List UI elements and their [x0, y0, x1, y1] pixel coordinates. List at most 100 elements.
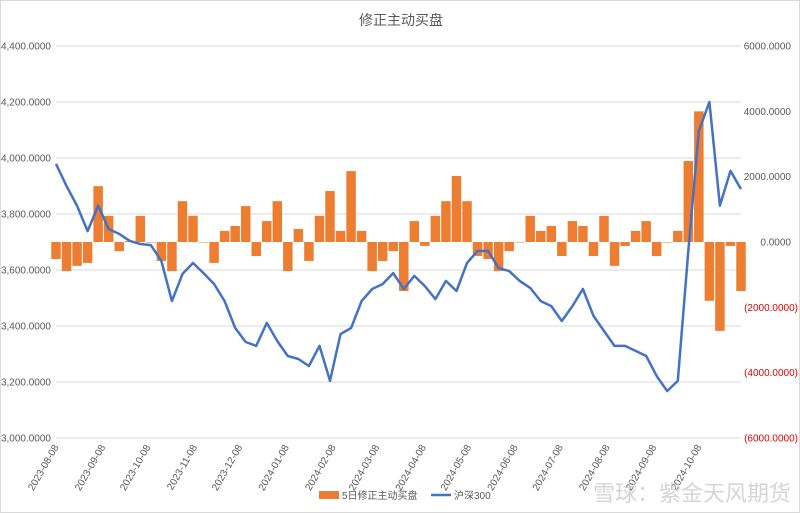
bar — [514, 242, 525, 243]
y-axis-left: 3,000.0000 3,200.0000 3,400.0000 3,600.0000… — [1, 42, 51, 445]
bar — [82, 242, 93, 263]
bar — [673, 230, 683, 242]
line-series-hs300 — [54, 100, 743, 393]
bar — [209, 242, 219, 263]
y-right-tick-label: 2000.0000 — [744, 172, 792, 183]
bar — [451, 176, 462, 242]
legend: 5日修正主动买盘 沪深300 — [319, 489, 491, 502]
bar — [736, 242, 746, 291]
bar — [651, 242, 662, 257]
y-right-tick-label: (6000.0000) — [744, 434, 798, 445]
legend-label-bar: 5日修正主动买盘 — [342, 489, 418, 502]
bar — [230, 225, 240, 242]
bar — [620, 242, 630, 246]
x-tick-label: 2023-11-08 — [165, 443, 200, 493]
y-left-tick-label: 4,200.0000 — [1, 98, 51, 109]
x-tick-label: 2024-06-08 — [486, 443, 521, 493]
bar — [525, 215, 535, 242]
x-tick-label: 2023-12-08 — [210, 443, 245, 493]
x-tick-label: 2024-03-08 — [347, 443, 382, 493]
bar — [441, 201, 451, 242]
chart-title: 修正主动买盘 — [359, 12, 443, 28]
x-tick-label: 2024-04-08 — [394, 443, 429, 493]
bar — [399, 242, 409, 291]
bar — [167, 242, 177, 272]
bar — [462, 201, 472, 242]
y-left-tick-label: 4,000.0000 — [1, 154, 51, 165]
bar — [240, 206, 251, 242]
y-left-tick-label: 3,200.0000 — [1, 378, 51, 389]
bar — [388, 242, 398, 252]
bar — [609, 242, 620, 266]
bar — [504, 242, 514, 252]
bar — [377, 242, 388, 261]
bar — [536, 230, 546, 242]
bar — [588, 242, 599, 257]
bar — [177, 201, 188, 242]
bar — [557, 242, 567, 257]
bar — [51, 242, 61, 259]
bar — [356, 230, 367, 242]
bar — [219, 230, 230, 242]
bar — [599, 215, 609, 242]
bar — [725, 242, 736, 246]
y-axis-right: (6000.0000) (4000.0000) (2000.0000) 0.0000 2… — [744, 42, 798, 445]
y-right-tick-label: (4000.0000) — [744, 368, 798, 379]
bar — [683, 160, 694, 242]
bar — [156, 242, 167, 261]
bar — [188, 215, 198, 242]
bar — [293, 228, 304, 242]
bar — [346, 171, 356, 242]
y-left-tick-label: 3,800.0000 — [1, 210, 51, 221]
y-left-tick-label: 4,400.0000 — [1, 42, 51, 53]
bar — [114, 242, 124, 252]
bar-series-5day-buy — [51, 111, 746, 331]
y-right-tick-label: 0.0000 — [760, 238, 791, 249]
bar — [704, 242, 715, 301]
bar — [662, 242, 672, 243]
x-tick-label: 2024-01-08 — [257, 443, 292, 493]
bar — [198, 242, 209, 243]
bar — [546, 225, 557, 242]
y-right-tick-label: 6000.0000 — [744, 42, 792, 53]
line-hs300 — [54, 100, 743, 393]
x-tick-label: 2024-05-08 — [439, 443, 474, 493]
y-left-tick-label: 3,600.0000 — [1, 266, 51, 277]
x-tick-label: 2023-10-08 — [118, 443, 153, 493]
y-left-tick-label: 3,400.0000 — [1, 322, 51, 333]
x-tick-label: 2023-08-08 — [26, 443, 61, 493]
x-tick-label: 2023-09-08 — [73, 443, 108, 493]
bar — [272, 201, 283, 242]
bar — [72, 242, 82, 266]
bar — [630, 230, 641, 242]
legend-swatch-bar — [319, 491, 339, 499]
bar — [694, 111, 704, 242]
bar — [409, 221, 420, 242]
bar — [314, 215, 325, 242]
bar — [493, 242, 504, 272]
bar — [578, 225, 588, 242]
bar — [135, 215, 146, 242]
legend-label-line: 沪深300 — [454, 489, 491, 502]
bar — [61, 242, 72, 272]
bar — [567, 221, 578, 242]
bar — [146, 242, 156, 243]
bar — [641, 221, 651, 242]
bar — [430, 215, 441, 242]
bar — [283, 242, 293, 272]
bar — [251, 242, 261, 257]
bar — [472, 242, 483, 257]
x-tick-label: 2024-07-08 — [531, 443, 566, 493]
y-left-tick-label: 3,000.0000 — [1, 434, 51, 445]
bar — [262, 221, 272, 242]
bar — [420, 242, 430, 246]
watermark-logo: 雪球：紫金天风期货 — [593, 481, 791, 506]
bar — [715, 242, 725, 331]
bar — [93, 186, 103, 242]
y-right-tick-label: (2000.0000) — [744, 303, 798, 314]
x-tick-label: 2024-02-08 — [304, 443, 339, 493]
bar — [304, 242, 314, 261]
y-right-tick-label: 4000.0000 — [744, 107, 792, 118]
bar — [335, 230, 346, 242]
